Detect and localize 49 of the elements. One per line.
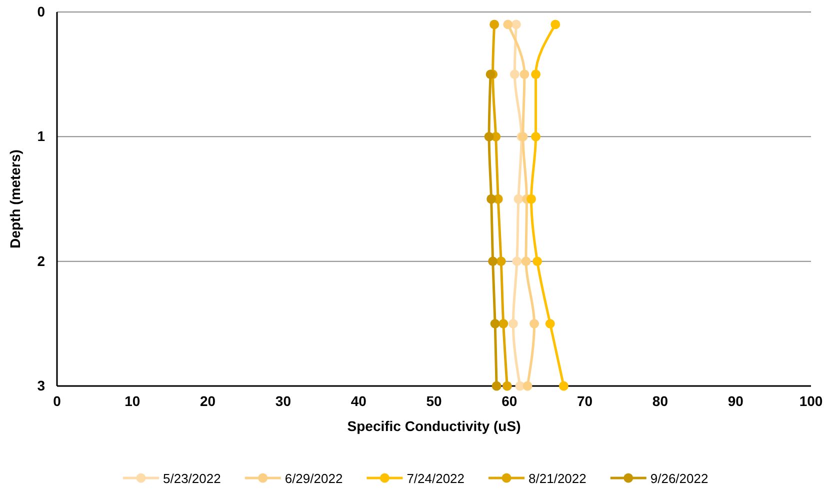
point xyxy=(484,132,494,142)
x-axis-title: Specific Conductivity (uS) xyxy=(347,418,521,434)
point xyxy=(502,381,512,391)
x-tick-label: 20 xyxy=(200,392,216,409)
point xyxy=(490,20,500,30)
x-tick-label: 0 xyxy=(53,392,62,409)
y-tick-label: 1 xyxy=(37,128,46,144)
point xyxy=(496,256,506,266)
x-tick-label: 80 xyxy=(652,392,668,409)
point xyxy=(531,132,541,142)
legend-label: 5/23/2022 xyxy=(163,471,221,486)
point xyxy=(521,256,531,266)
x-tick-label: 30 xyxy=(275,392,292,409)
point xyxy=(558,381,568,391)
point xyxy=(508,318,518,328)
x-tick-label: 10 xyxy=(124,392,140,409)
point xyxy=(512,256,522,266)
x-tick-label: 90 xyxy=(728,392,744,409)
legend-label: 6/29/2022 xyxy=(284,471,343,486)
point xyxy=(520,70,530,80)
point xyxy=(522,381,532,391)
point xyxy=(492,381,502,391)
x-tick-label: 100 xyxy=(799,392,823,409)
legend-label: 8/21/2022 xyxy=(528,471,586,486)
x-tick-label: 50 xyxy=(426,392,442,409)
point xyxy=(511,20,521,30)
point xyxy=(531,70,541,80)
point xyxy=(526,194,536,204)
y-tick-label: 3 xyxy=(37,377,46,394)
point xyxy=(490,318,500,328)
y-tick-label: 0 xyxy=(37,3,46,20)
point xyxy=(486,70,496,80)
x-tick-label: 70 xyxy=(577,392,593,409)
point xyxy=(530,318,539,328)
point xyxy=(498,318,508,328)
point xyxy=(510,70,520,80)
point xyxy=(545,318,555,328)
legend-label: 9/26/2022 xyxy=(650,471,708,486)
point xyxy=(488,256,498,266)
point xyxy=(503,20,513,30)
legend-label: 7/24/2022 xyxy=(406,471,465,486)
y-axis-title: Depth (meters) xyxy=(7,150,23,248)
point xyxy=(550,20,560,30)
x-tick-label: 40 xyxy=(350,392,367,409)
x-tick-label: 60 xyxy=(502,392,518,409)
point xyxy=(514,194,524,204)
point xyxy=(532,256,542,266)
y-tick-label: 2 xyxy=(37,252,46,269)
point xyxy=(486,194,496,204)
